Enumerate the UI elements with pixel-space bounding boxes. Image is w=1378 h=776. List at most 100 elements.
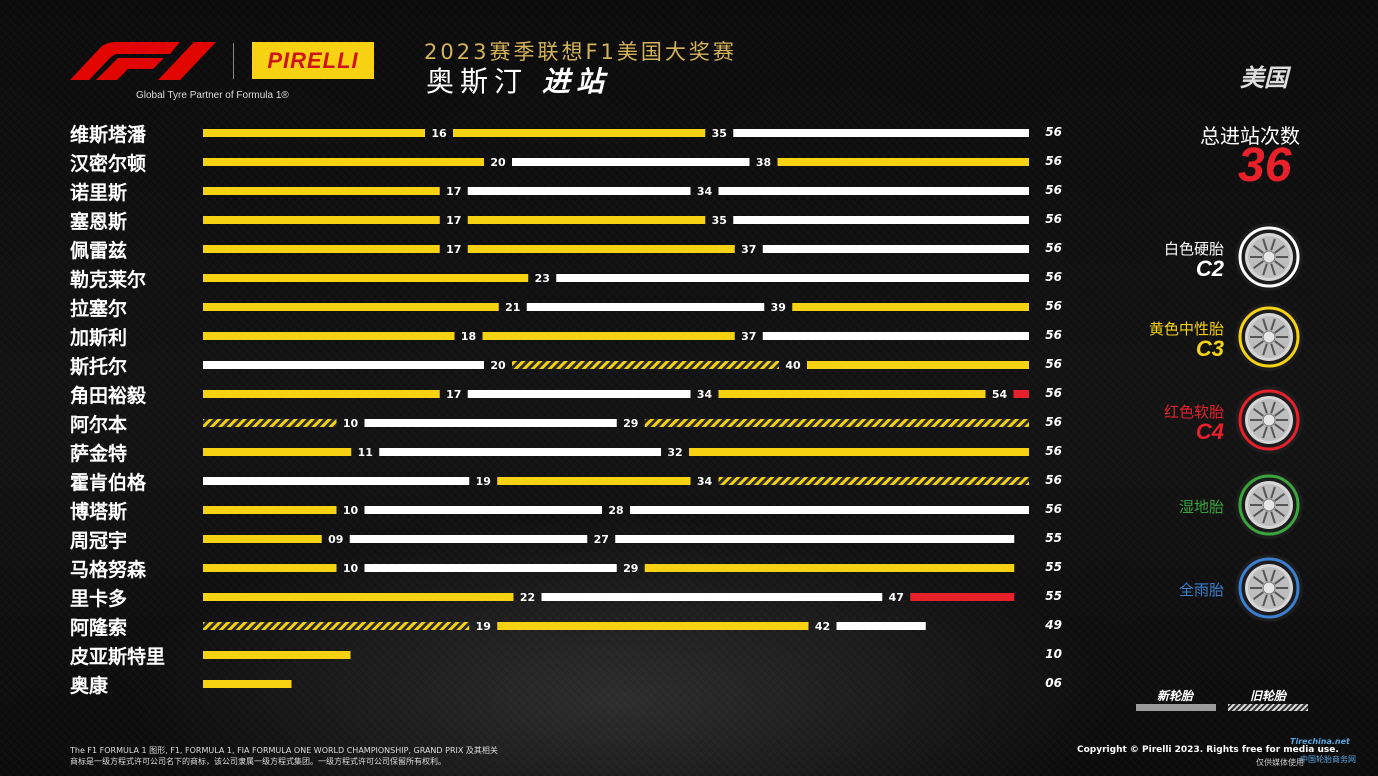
pit-lap-label: 19 xyxy=(476,475,491,488)
stint-bar xyxy=(203,535,322,543)
driver-total-laps: 56 xyxy=(1045,328,1062,342)
stint-bar xyxy=(718,390,986,398)
driver-name: 佩雷兹 xyxy=(70,240,128,262)
driver-name: 萨金特 xyxy=(70,443,128,465)
driver-total-laps: 56 xyxy=(1045,444,1062,458)
driver-total-laps: 56 xyxy=(1045,386,1062,400)
pit-lap-label: 34 xyxy=(697,388,713,401)
f1-logo xyxy=(70,42,216,80)
stint-bar xyxy=(364,564,617,572)
stint-bar xyxy=(203,448,352,456)
tyre-compound-name: 全雨胎 xyxy=(1178,581,1224,599)
tyre-compound-name: 红色软胎 xyxy=(1163,403,1224,421)
stint-bar xyxy=(630,506,1029,514)
footer-legal-line2: 商标是一级方程式许可公司名下的商标，该公司隶属一级方程式集团。一级方程式许可公司… xyxy=(70,757,446,766)
pit-lap-label: 34 xyxy=(697,475,713,488)
event-title: 2023赛季联想F1美国大奖赛 xyxy=(424,40,737,64)
driver-name: 角田裕毅 xyxy=(70,385,147,407)
pit-lap-label: 34 xyxy=(697,185,713,198)
subtitle-pitstops: 进站 xyxy=(542,65,611,98)
pit-lap-label: 54 xyxy=(992,388,1008,401)
driver-name: 皮亚斯特里 xyxy=(70,646,166,668)
stint-bar xyxy=(203,680,292,688)
total-stops-label: 总进站次数 xyxy=(1200,124,1300,148)
tyre-icon xyxy=(1235,554,1303,622)
pit-lap-label: 29 xyxy=(623,417,638,430)
driver-total-laps: 56 xyxy=(1045,473,1062,487)
driver-name: 拉塞尔 xyxy=(70,298,128,320)
legend-used-label: 旧轮胎 xyxy=(1250,689,1287,703)
footer-media-note: 仅供媒体使用 xyxy=(1256,758,1304,767)
legend-new-label: 新轮胎 xyxy=(1157,689,1194,703)
stint-bar xyxy=(541,593,883,601)
watermark-sub: 中国轮胎商务网 xyxy=(1300,755,1356,764)
watermark: Tirechina.net xyxy=(1290,737,1350,746)
driver-total-laps: 55 xyxy=(1045,589,1062,603)
driver-total-laps: 56 xyxy=(1045,357,1062,371)
driver-total-laps: 55 xyxy=(1045,531,1062,545)
driver-total-laps: 56 xyxy=(1045,154,1062,168)
pit-lap-label: 20 xyxy=(490,359,506,372)
stint-bar xyxy=(203,274,529,282)
pit-lap-label: 39 xyxy=(771,301,786,314)
stint-bar xyxy=(203,187,440,195)
driver-name: 塞恩斯 xyxy=(70,211,128,233)
pit-lap-label: 17 xyxy=(446,243,461,256)
pirelli-logo: PIRELLI xyxy=(252,42,374,79)
footer-legal: The F1 FORMULA 1 图形, F1, FORMULA 1, FIA … xyxy=(70,745,498,767)
pit-lap-label: 42 xyxy=(815,620,830,633)
stint-bar xyxy=(203,477,470,485)
pit-lap-label: 10 xyxy=(343,417,359,430)
legend-new-swatch xyxy=(1136,704,1216,711)
driver-name: 里卡多 xyxy=(70,588,128,610)
stint-bar xyxy=(203,303,499,311)
tyre-icon xyxy=(1235,223,1303,291)
legend-used-swatch xyxy=(1228,704,1308,711)
stint-bar xyxy=(203,622,470,630)
driver-name: 奥康 xyxy=(70,675,109,697)
stint-bar xyxy=(467,245,735,253)
driver-total-laps: 49 xyxy=(1045,618,1062,632)
stint-bar xyxy=(203,506,337,514)
stint-bar xyxy=(718,477,1029,485)
pit-lap-label: 18 xyxy=(461,330,476,343)
pit-lap-label: 22 xyxy=(520,591,535,604)
stint-bar xyxy=(792,303,1029,311)
pit-lap-label: 17 xyxy=(446,214,461,227)
stint-bar xyxy=(718,187,1029,195)
stint-bar xyxy=(467,390,691,398)
driver-name: 维斯塔潘 xyxy=(70,124,147,146)
driver-name: 周冠宇 xyxy=(70,530,128,552)
driver-name: 博塔斯 xyxy=(70,501,128,523)
driver-total-laps: 56 xyxy=(1045,241,1062,255)
pit-lap-label: 28 xyxy=(608,504,623,517)
pit-lap-label: 19 xyxy=(476,620,491,633)
stint-bar xyxy=(644,419,1029,427)
pit-lap-label: 29 xyxy=(623,562,638,575)
pit-lap-label: 37 xyxy=(741,243,756,256)
stint-bar xyxy=(203,158,484,166)
stint-bar xyxy=(777,158,1029,166)
pit-lap-label: 11 xyxy=(358,446,373,459)
pit-lap-label: 20 xyxy=(490,156,506,169)
stint-bar xyxy=(203,419,337,427)
stint-bar xyxy=(836,622,926,630)
stint-bar xyxy=(203,216,440,224)
driver-name: 加斯利 xyxy=(70,327,128,349)
pit-lap-label: 35 xyxy=(712,214,727,227)
footer-copyright: Copyright © Pirelli 2023. Rights free fo… xyxy=(1077,745,1339,755)
stint-bar xyxy=(512,361,779,369)
stint-bar xyxy=(733,129,1029,137)
driver-total-laps: 56 xyxy=(1045,212,1062,226)
stint-bar xyxy=(379,448,661,456)
stint-bar xyxy=(203,332,455,340)
pit-lap-label: 21 xyxy=(505,301,520,314)
tyre-compound-code: C2 xyxy=(1195,256,1224,281)
stint-bar xyxy=(526,303,765,311)
tyre-icon xyxy=(1235,303,1303,371)
pit-lap-label: 17 xyxy=(446,185,461,198)
pit-lap-label: 10 xyxy=(343,562,359,575)
driver-total-laps: 56 xyxy=(1045,502,1062,516)
pit-lap-label: 35 xyxy=(712,127,727,140)
